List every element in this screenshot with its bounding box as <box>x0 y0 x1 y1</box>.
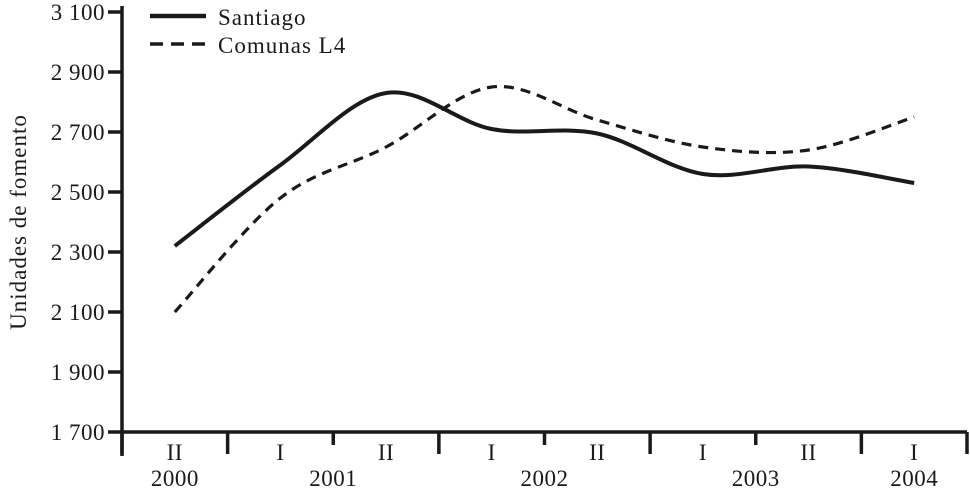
year-label: 2001 <box>309 466 357 490</box>
year-label: 2003 <box>732 466 780 490</box>
series-line-santiago <box>173 90 915 248</box>
year-label: 2004 <box>890 466 938 490</box>
series-line-comunas-l4 <box>173 84 915 314</box>
dashed-line-swatch <box>150 42 206 46</box>
x-axis-semester-label: I <box>276 440 284 465</box>
y-axis-tick-label: 2 500 <box>51 180 105 205</box>
x-axis-semester-label: II <box>167 440 183 465</box>
legend-label-santiago: Santiago <box>218 5 307 30</box>
year-label: 2000 <box>151 466 199 490</box>
y-axis-title: Unidades de fomento <box>6 114 31 330</box>
legend-label-comunas-l4: Comunas L4 <box>218 33 347 58</box>
x-axis-semester-label: I <box>910 440 918 465</box>
legend-item-santiago: Santiago <box>150 4 346 32</box>
y-axis-tick-label: 1 700 <box>51 420 105 445</box>
x-axis-semester-label: II <box>589 440 605 465</box>
year-label: 2002 <box>521 466 569 490</box>
legend-item-comunas-l4: Comunas L4 <box>150 32 346 60</box>
x-axis-semester-label: II <box>800 440 816 465</box>
y-axis-tick-label: 1 900 <box>51 360 105 385</box>
x-axis-semester-label: I <box>488 440 496 465</box>
y-axis-tick-label: 3 100 <box>51 0 105 25</box>
y-axis-tick-label: 2 100 <box>51 300 105 325</box>
x-axis-semester-label: II <box>378 440 394 465</box>
y-axis-tick-label: 2 900 <box>51 60 105 85</box>
legend: Santiago Comunas L4 <box>150 4 346 60</box>
y-axis-tick-label: 2 700 <box>51 120 105 145</box>
x-axis-semester-label: I <box>699 440 707 465</box>
solid-line-swatch <box>150 13 206 19</box>
y-axis-tick-label: 2 300 <box>51 240 105 265</box>
